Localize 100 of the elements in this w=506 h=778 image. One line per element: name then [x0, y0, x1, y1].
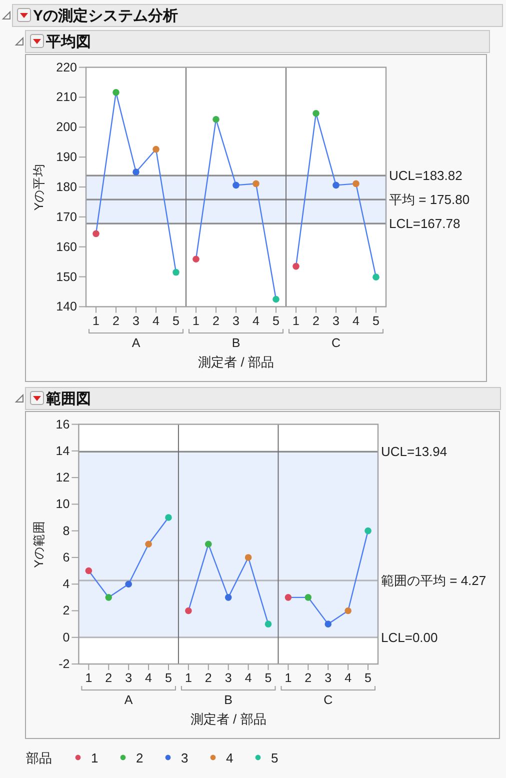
- point: [185, 607, 192, 614]
- ref-line-label: 範囲の平均 = 4.27: [381, 573, 486, 588]
- point: [132, 168, 140, 176]
- x-tick-label: 3: [324, 671, 332, 685]
- point: [212, 116, 220, 123]
- text: C: [324, 693, 333, 707]
- x-tick-label: 1: [92, 314, 100, 328]
- point: [85, 567, 92, 574]
- ref-line-label: UCL=13.94: [381, 444, 448, 460]
- y-tick-label: 0: [62, 630, 70, 644]
- x-tick-label: 2: [105, 671, 112, 685]
- text: B: [232, 336, 240, 350]
- point: [272, 296, 280, 303]
- point: [244, 554, 252, 561]
- y-tick-label: 6: [62, 550, 70, 564]
- x-tick-label: 1: [85, 671, 92, 685]
- x-tick-label: 5: [372, 314, 380, 328]
- y-tick-label: -2: [58, 657, 70, 671]
- legend-label: 5: [271, 750, 278, 766]
- x-tick-label: 2: [204, 671, 212, 685]
- y-tick-label: 160: [56, 240, 78, 254]
- point: [152, 146, 160, 153]
- x-tick-label: 5: [172, 314, 180, 328]
- point: [332, 182, 340, 189]
- x-tick-label: 2: [312, 314, 320, 328]
- text: A: [132, 336, 141, 350]
- text: A: [124, 693, 134, 707]
- x-tick-label: 2: [112, 314, 120, 328]
- x-tick-label: 4: [344, 671, 352, 685]
- point: [204, 540, 212, 548]
- legend-label: 3: [181, 750, 188, 766]
- point: [165, 514, 172, 521]
- point: [344, 607, 352, 614]
- x-tick-label: 5: [364, 671, 372, 685]
- point: [264, 620, 272, 628]
- x-tick-label: 1: [284, 671, 292, 685]
- x-tick-label: 4: [145, 671, 152, 685]
- y-tick-label: 16: [56, 417, 70, 432]
- point: [224, 594, 232, 601]
- x-tick-label: 4: [252, 314, 260, 328]
- y-tick-label: 12: [56, 470, 70, 485]
- x-tick-label: 4: [352, 314, 360, 328]
- chart-title: 範囲図: [45, 390, 91, 408]
- y-axis-title: Yの平均: [32, 163, 46, 211]
- point: [364, 527, 372, 534]
- point: [125, 580, 132, 588]
- y-tick-label: 170: [56, 210, 78, 224]
- y-tick-label: 150: [56, 270, 78, 284]
- point: [372, 274, 380, 280]
- y-tick-label: 8: [62, 524, 70, 538]
- point: [312, 110, 320, 117]
- x-tick-label: 3: [332, 314, 340, 328]
- legend-label: 4: [226, 750, 234, 766]
- x-axis-title: 測定者 / 部品: [190, 712, 266, 726]
- ref-line-label: UCL=183.82: [389, 168, 462, 184]
- y-tick-label: 14: [56, 444, 70, 458]
- y-tick-label: 180: [56, 180, 78, 194]
- point: [292, 262, 300, 270]
- y-tick-label: 140: [56, 300, 78, 314]
- point: [145, 540, 152, 548]
- point: [172, 268, 180, 276]
- x-tick-label: 5: [165, 671, 172, 685]
- x-tick-label: 3: [132, 314, 140, 328]
- point: [192, 256, 200, 263]
- y-tick-label: 10: [56, 497, 70, 512]
- point: [352, 180, 360, 188]
- x-tick-label: 4: [244, 671, 252, 685]
- point: [284, 594, 292, 601]
- x-tick-label: 1: [292, 314, 300, 328]
- y-tick-label: 190: [56, 150, 78, 164]
- x-tick-label: 4: [152, 314, 160, 328]
- text: C: [331, 336, 341, 350]
- point: [105, 594, 112, 601]
- ref-line-label: 平均 = 175.80: [389, 192, 470, 208]
- x-tick-label: 5: [272, 314, 280, 328]
- x-tick-label: 1: [192, 314, 200, 328]
- y-tick-label: 210: [56, 90, 78, 104]
- point: [252, 180, 260, 188]
- x-tick-label: 3: [224, 671, 232, 685]
- y-axis-title: Yの範囲: [32, 520, 46, 568]
- ref-line-label: LCL=167.78: [389, 216, 460, 232]
- chart-title: Yの測定システム分析: [33, 6, 178, 24]
- x-tick-label: 3: [232, 314, 240, 328]
- y-tick-label: 200: [56, 120, 78, 134]
- point: [92, 230, 100, 238]
- legend-title: 部品: [26, 750, 52, 766]
- x-tick-label: 1: [184, 671, 192, 685]
- legend-label: 1: [91, 750, 98, 766]
- x-tick-label: 2: [304, 671, 312, 685]
- x-axis-title: 測定者 / 部品: [198, 354, 274, 370]
- y-tick-label: 2: [62, 604, 70, 618]
- y-tick-label: 220: [56, 60, 78, 74]
- x-tick-label: 3: [125, 671, 132, 685]
- legend-label: 2: [136, 750, 144, 766]
- point: [324, 620, 332, 628]
- point: [112, 89, 120, 96]
- chart-subtitle: 平均図: [45, 34, 91, 50]
- text: B: [224, 693, 233, 707]
- y-tick-label: 4: [62, 577, 70, 592]
- point: [232, 182, 240, 189]
